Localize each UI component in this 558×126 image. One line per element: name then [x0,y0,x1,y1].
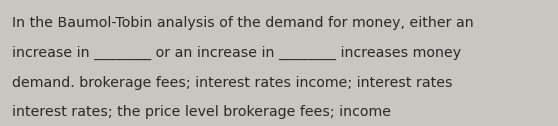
Text: interest rates; the price level brokerage fees; income: interest rates; the price level brokerag… [12,105,391,119]
Text: increase in ________ or an increase in ________ increases money: increase in ________ or an increase in _… [12,46,461,60]
Text: demand. brokerage fees; interest rates income; interest rates: demand. brokerage fees; interest rates i… [12,76,453,90]
Text: In the Baumol-Tobin analysis of the demand for money, either an: In the Baumol-Tobin analysis of the dema… [12,16,474,30]
